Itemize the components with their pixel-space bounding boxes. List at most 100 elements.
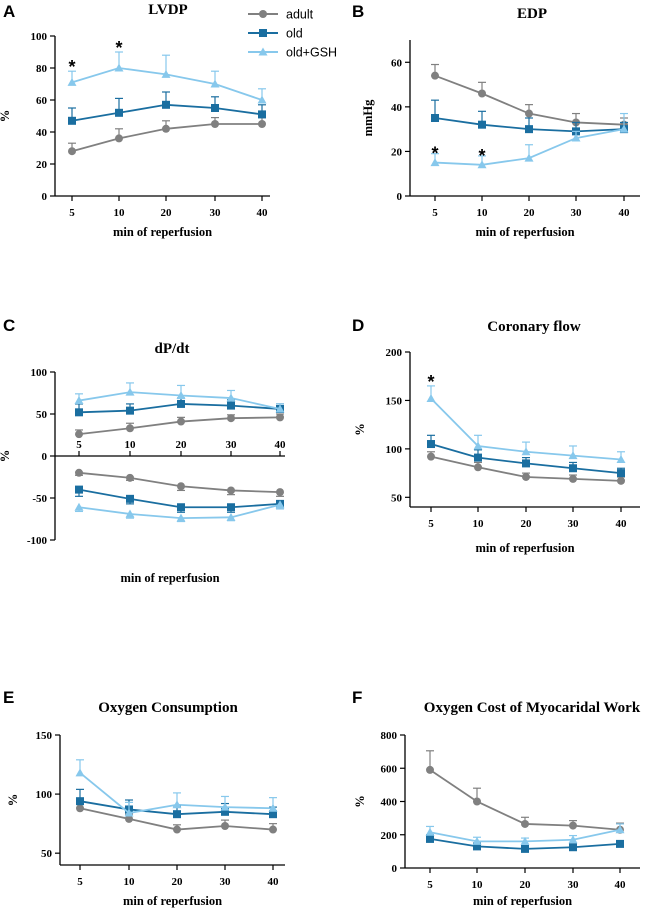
- data-point: [474, 463, 482, 472]
- data-point: [617, 469, 625, 478]
- data-point: [275, 404, 285, 413]
- marker-triangle: [615, 825, 625, 834]
- marker-square: [617, 469, 625, 478]
- x-axis-label: min of reperfusion: [475, 225, 574, 239]
- marker-square: [177, 503, 185, 512]
- marker-circle: [162, 124, 170, 133]
- data-point: [269, 825, 277, 834]
- marker-circle: [211, 120, 219, 128]
- data-point: [227, 486, 235, 495]
- marker-circle: [125, 814, 133, 823]
- data-point: [125, 509, 135, 518]
- series-adult: [427, 451, 625, 485]
- series-old-GSH: [74, 500, 285, 523]
- legend-label: adult: [286, 8, 314, 22]
- data-point: [569, 843, 577, 852]
- x-tick-label: 5: [69, 207, 75, 219]
- marker-square: [616, 839, 624, 848]
- panel-C: CdP/dt -100 -50 0 50 100 5 10 20 30 40 min of reper…: [0, 316, 286, 585]
- marker-square: [427, 440, 435, 449]
- marker-triangle: [75, 768, 85, 777]
- data-point: [522, 459, 530, 468]
- marker-triangle: [210, 79, 220, 88]
- y-tick-label: 50: [391, 492, 403, 504]
- x-tick-label: 40: [268, 876, 280, 888]
- data-point: [472, 836, 482, 845]
- data-point: [227, 503, 235, 512]
- marker-square: [68, 116, 76, 125]
- data-point: [268, 803, 278, 812]
- x-tick-label: 30: [220, 876, 232, 888]
- marker-square: [126, 406, 134, 415]
- marker-circle: [177, 482, 185, 491]
- marker-square: [569, 464, 577, 473]
- x-axis-label: min of reperfusion: [123, 894, 222, 908]
- marker-circle: [569, 821, 577, 830]
- series-old-GSH: [75, 759, 278, 817]
- y-tick-label: 100: [31, 31, 48, 43]
- data-point: [275, 500, 285, 509]
- marker-triangle: [220, 802, 230, 811]
- series-adult: [75, 468, 284, 497]
- panel-letter: B: [352, 2, 364, 21]
- panel-D: D Coronary flow 50 100 150 200 5 10 20 30 40 min of…: [352, 316, 640, 555]
- marker-square: [75, 408, 83, 417]
- y-tick-label: 400: [381, 797, 398, 809]
- data-point: [426, 834, 434, 843]
- series-adult: [68, 116, 266, 156]
- marker-triangle: [125, 509, 135, 518]
- marker-triangle: [226, 393, 236, 402]
- x-tick-label: 30: [226, 439, 238, 451]
- marker-circle: [473, 797, 481, 806]
- x-tick-label: 10: [477, 207, 489, 219]
- marker-triangle: [472, 836, 482, 845]
- data-point: [477, 160, 487, 169]
- marker-triangle: [172, 800, 182, 809]
- legend-label: old+GSH: [286, 46, 337, 60]
- y-tick-label: 40: [391, 102, 403, 114]
- marker-square: [269, 810, 277, 819]
- data-point: [220, 802, 230, 811]
- data-point: [616, 839, 624, 848]
- data-point: [76, 804, 84, 813]
- legend-item-old: old: [248, 27, 303, 41]
- data-point: [221, 807, 229, 816]
- marker-triangle: [430, 158, 440, 167]
- data-point: [258, 120, 266, 128]
- y-axis-label: %: [353, 423, 367, 436]
- marker-circle: [75, 468, 83, 477]
- marker-triangle: [524, 153, 534, 162]
- marker-square: [525, 125, 533, 134]
- data-point: [126, 424, 134, 433]
- data-point: [125, 387, 135, 396]
- chart-title: EDP: [517, 6, 547, 22]
- marker-square: [227, 401, 235, 410]
- data-point: [75, 430, 83, 439]
- marker-triangle: [477, 160, 487, 169]
- x-tick-label: 20: [524, 207, 536, 219]
- panel-A: A LVDP 0 20 40 60 80 100 5 10 20 30 40 min of reperfu…: [0, 2, 270, 239]
- marker-square: [76, 797, 84, 806]
- x-tick-label: 5: [428, 518, 434, 530]
- x-tick-label: 5: [432, 207, 438, 219]
- series-adult: [426, 750, 624, 834]
- marker-square: [521, 844, 529, 853]
- y-tick-label: 200: [386, 347, 403, 359]
- x-tick-label: 40: [616, 518, 628, 530]
- chart-title: Coronary flow: [487, 319, 581, 335]
- panel-letter: F: [352, 688, 362, 707]
- marker-square: [431, 114, 439, 122]
- y-axis-label: %: [353, 795, 367, 808]
- marker-square: [221, 807, 229, 816]
- marker-circle: [474, 463, 482, 472]
- data-point: [569, 821, 577, 830]
- data-point: [227, 401, 235, 410]
- data-point: [617, 476, 625, 485]
- y-tick-label: 100: [31, 367, 48, 379]
- data-point: [76, 797, 84, 806]
- data-point: [176, 513, 186, 522]
- chart-title: Oxygen Consumption: [98, 700, 238, 716]
- marker-circle: [617, 476, 625, 485]
- data-point: [473, 797, 481, 806]
- x-tick-label: 30: [568, 518, 580, 530]
